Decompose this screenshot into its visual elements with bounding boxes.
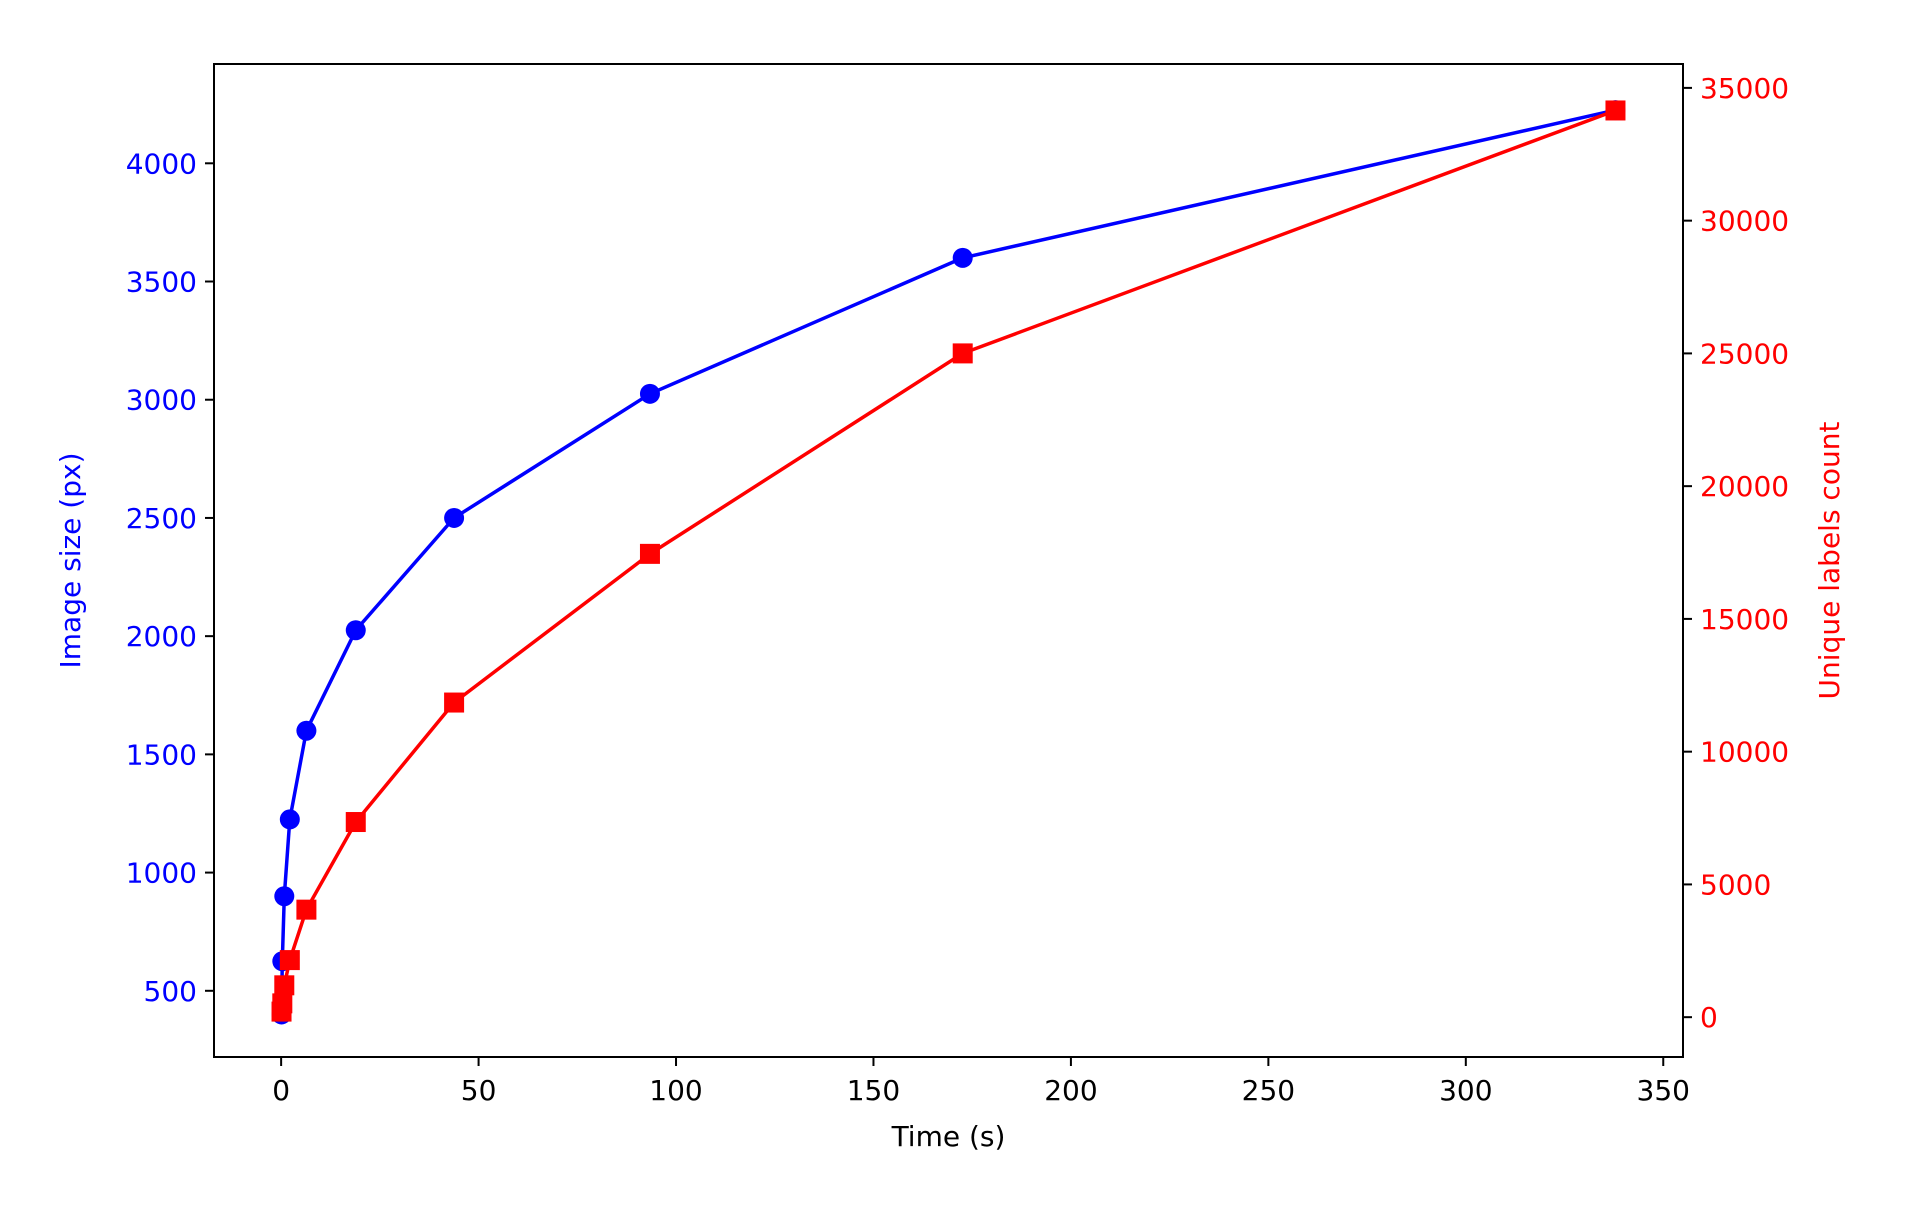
left-y-tick-label: 2500	[126, 502, 197, 535]
right-y-tick-label: 35000	[1700, 72, 1789, 105]
x-tick-label: 200	[1044, 1074, 1097, 1107]
left-series-point	[952, 247, 973, 268]
right-y-axis-title: Unique labels count	[1813, 422, 1846, 700]
x-axis-title: Time (s)	[891, 1120, 1006, 1153]
right-series-point	[639, 543, 660, 564]
left-y-tick-label: 3000	[126, 384, 197, 417]
plot-series	[271, 100, 1626, 1025]
x-tick-label: 100	[649, 1074, 702, 1107]
right-y-tick-label: 15000	[1700, 603, 1789, 636]
x-tick-label: 50	[461, 1074, 497, 1107]
left-y-tick-label: 1000	[126, 857, 197, 890]
right-y-tick-label: 25000	[1700, 337, 1789, 370]
right-y-tick-label: 10000	[1700, 736, 1789, 769]
left-series-point	[274, 886, 295, 907]
right-series-line	[279, 108, 1617, 1012]
x-tick-label: 150	[847, 1074, 900, 1107]
left-series-line	[279, 108, 1616, 1015]
left-y-tick-label: 2000	[126, 620, 197, 653]
right-series-point	[274, 975, 295, 996]
left-series-point	[279, 809, 300, 830]
left-series-point	[444, 507, 465, 528]
x-tick-label: 0	[272, 1074, 290, 1107]
right-y-tick-label: 0	[1700, 1001, 1718, 1034]
left-y-axis-title: Image size (px)	[54, 453, 87, 669]
x-tick-label: 250	[1242, 1074, 1295, 1107]
left-series-point	[296, 720, 317, 741]
right-series-point	[952, 343, 973, 364]
left-series-point	[345, 620, 366, 641]
x-axis: 0 50 100 150 200 250 300 350	[272, 1057, 1690, 1107]
right-series-point	[296, 899, 317, 920]
right-series-point	[345, 812, 366, 833]
right-y-tick-label: 20000	[1700, 470, 1789, 503]
right-series-point	[279, 950, 300, 971]
left-y-tick-label: 4000	[126, 147, 197, 180]
right-series-point	[272, 993, 293, 1014]
right-y-tick-label: 5000	[1700, 868, 1771, 901]
x-tick-label: 350	[1637, 1074, 1690, 1107]
right-series-point	[444, 692, 465, 713]
left-y-axis: 500 1000 1500 2000 2500 3000 3500 4000	[126, 147, 214, 1008]
plot-frame	[213, 63, 1684, 1058]
right-series-point	[1605, 100, 1626, 121]
x-tick-label: 300	[1439, 1074, 1492, 1107]
left-series-point	[639, 383, 660, 404]
left-y-tick-label: 500	[144, 975, 197, 1008]
left-y-tick-label: 3500	[126, 266, 197, 299]
right-y-tick-label: 30000	[1700, 205, 1789, 238]
right-y-axis: 0 5000 10000 15000 20000 25000 30000 35000	[1683, 72, 1789, 1034]
left-y-tick-label: 1500	[126, 738, 197, 771]
